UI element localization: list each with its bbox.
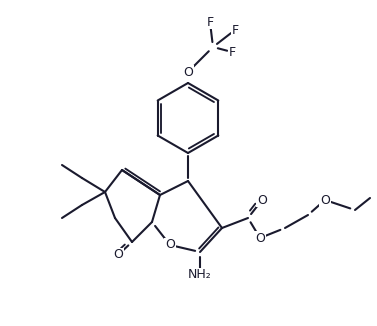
Text: O: O bbox=[183, 66, 193, 79]
Text: F: F bbox=[207, 16, 213, 28]
Text: O: O bbox=[165, 239, 175, 251]
Text: O: O bbox=[113, 248, 123, 261]
Text: NH₂: NH₂ bbox=[188, 269, 212, 281]
Text: O: O bbox=[255, 231, 265, 244]
Text: F: F bbox=[231, 23, 239, 37]
Text: O: O bbox=[320, 194, 330, 206]
Text: O: O bbox=[257, 194, 267, 206]
Text: F: F bbox=[228, 46, 236, 58]
